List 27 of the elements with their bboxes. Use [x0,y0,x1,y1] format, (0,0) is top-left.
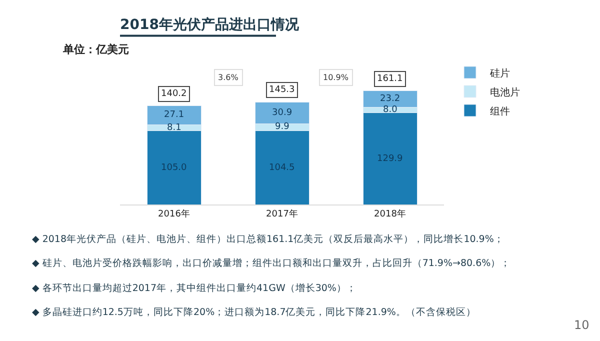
legend-label: 硅片 [489,67,510,80]
chart-subtitle: 单位：亿美元 [62,43,129,56]
data-label: 8.1 [167,123,182,133]
total-label: 140.2 [161,89,187,99]
legend-label: 组件 [490,105,510,118]
chart-title: 2018年光伏产品进出口情况 [120,16,300,33]
total-label: 161.1 [377,74,403,84]
data-label: 8.0 [383,105,398,115]
x-tick-label: 2018年 [374,208,406,220]
text: ◆ 各环节出口量均超过2017年，其中组件出口量约41GW（增长30%）； [32,282,356,294]
x-tick-label: 2016年 [158,208,190,220]
text: ◆ 多晶硅进口约12.5万吨，同比下降20%；进口额为18.7亿美元，同比下降21.9%。（不含保税区） [32,306,476,318]
text: 10 [574,318,590,332]
data-label: 23.2 [380,94,400,104]
x-tick-label: 2017年 [266,208,298,220]
text: 3.6% [218,73,239,82]
data-label: 30.9 [272,108,292,118]
text: 10.9% [323,73,349,82]
data-label: 27.1 [164,110,184,120]
text: ◆ 2018年光伏产品（硅片、电池片、组件）出口总额161.1亿美元（双反后最高水平），同比增长10.9%； [32,233,504,245]
text: ◆ 硅片、电池片受价格跌幅影响，出口价减量增；组件出口额和出口量双升，占比回升（71.9%→80.6%）； [32,257,511,269]
data-label: 9.9 [275,122,290,132]
data-label: 129.9 [377,154,404,164]
data-label: 105.0 [161,163,188,173]
data-label: 104.5 [269,163,295,173]
total-label: 145.3 [269,85,295,95]
legend-label: 电池片 [490,86,520,98]
